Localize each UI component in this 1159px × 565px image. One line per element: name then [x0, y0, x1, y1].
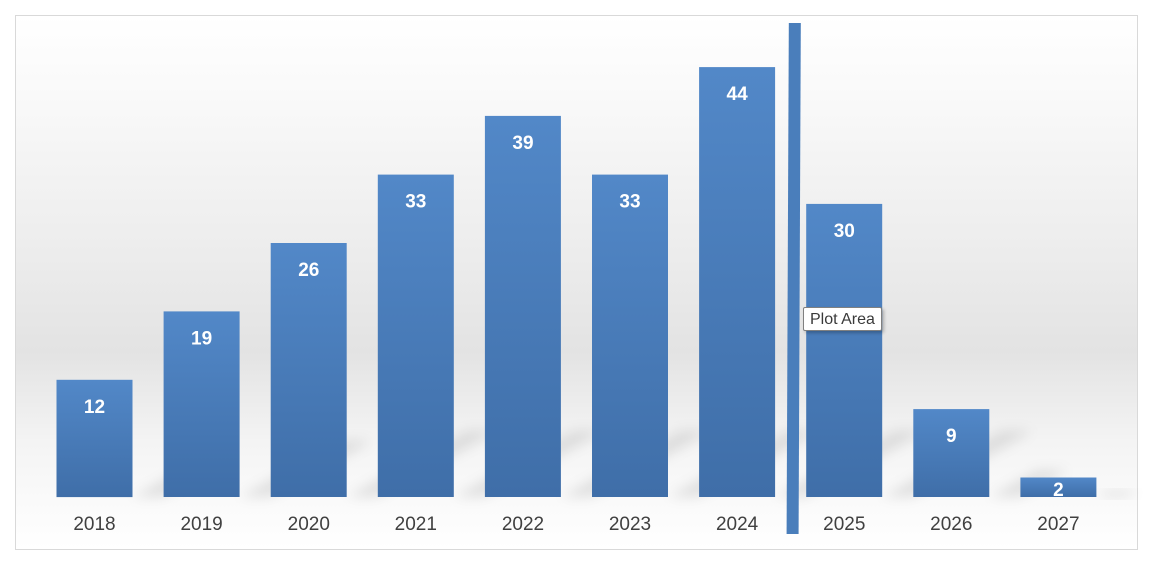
x-tick-label-2019: 2019: [180, 514, 222, 535]
bar-2022[interactable]: [484, 115, 561, 498]
bar-2024[interactable]: [699, 67, 776, 497]
plot-area-tooltip: Plot Area: [803, 307, 882, 331]
x-tick-label-2018: 2018: [73, 514, 115, 535]
x-tick-label-2022: 2022: [502, 514, 544, 535]
data-label-2026: 9: [946, 426, 957, 447]
x-tick-label-2020: 2020: [288, 514, 330, 535]
bar-2018[interactable]: [56, 379, 133, 498]
data-label-2025: 30: [834, 221, 855, 242]
x-tick-label-2023: 2023: [609, 514, 651, 535]
bar-2021[interactable]: [377, 174, 454, 497]
marker-line[interactable]: [786, 22, 801, 535]
x-tick-label-2027: 2027: [1037, 514, 1079, 535]
data-label-2022: 39: [512, 133, 533, 154]
x-tick-label-2026: 2026: [930, 514, 972, 535]
bar-2027[interactable]: [1020, 477, 1097, 498]
x-tick-label-2025: 2025: [823, 514, 865, 535]
bar-2026[interactable]: [913, 409, 990, 497]
data-label-2024: 44: [727, 84, 749, 105]
bar-2023[interactable]: [592, 174, 668, 497]
bar-shadow: [1096, 491, 1138, 497]
bar-2025[interactable]: [806, 203, 883, 497]
data-label-2018: 12: [84, 397, 105, 418]
data-label-2019: 19: [191, 328, 212, 349]
x-tick-label-2021: 2021: [395, 514, 437, 535]
bar-2020[interactable]: [270, 243, 347, 497]
data-label-2027: 2: [1053, 480, 1064, 501]
x-tick-label-2024: 2024: [716, 514, 759, 535]
data-label-2023: 33: [619, 192, 640, 213]
bar-2019[interactable]: [163, 311, 240, 497]
data-label-2021: 33: [405, 192, 426, 213]
data-label-2020: 26: [298, 260, 319, 281]
